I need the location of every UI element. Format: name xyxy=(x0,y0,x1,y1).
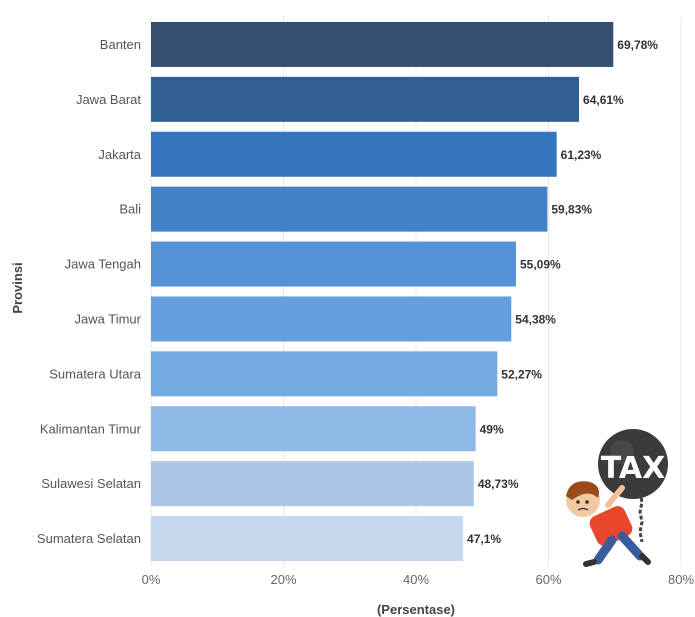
x-tick-label: 0% xyxy=(142,572,161,587)
tax-burden-icon: TAX xyxy=(566,429,668,567)
tax-text: TAX xyxy=(601,451,665,486)
x-tick-label: 20% xyxy=(270,572,296,587)
category-label: Sumatera Utara xyxy=(49,366,142,381)
category-label: Sumatera Selatan xyxy=(37,531,141,546)
value-label: 47,1% xyxy=(467,532,501,546)
bar xyxy=(151,21,614,67)
bar xyxy=(151,516,464,562)
x-tick-label: 40% xyxy=(403,572,429,587)
bar xyxy=(151,296,512,342)
value-label: 52,27% xyxy=(501,367,542,381)
bar xyxy=(151,131,557,177)
bar xyxy=(151,241,516,287)
value-label: 48,73% xyxy=(478,477,519,491)
x-axis-title: (Persentase) xyxy=(377,602,455,617)
category-label: Jakarta xyxy=(98,147,141,162)
value-label: 64,61% xyxy=(583,93,624,107)
bar xyxy=(151,186,548,232)
value-label: 61,23% xyxy=(561,148,602,162)
category-label: Bali xyxy=(119,202,141,217)
value-label: 69,78% xyxy=(617,38,658,52)
bars xyxy=(151,21,614,562)
bar xyxy=(151,406,476,452)
bar xyxy=(151,76,580,122)
value-label: 59,83% xyxy=(551,203,592,217)
value-label: 55,09% xyxy=(520,258,561,272)
value-label: 49% xyxy=(480,422,504,436)
x-tick-label: 60% xyxy=(535,572,561,587)
bar xyxy=(151,461,474,507)
y-axis-title: Provinsi xyxy=(10,262,25,313)
category-labels: Banten Jawa Barat Jakarta Bali Jawa Tengah Ja… xyxy=(37,37,142,546)
value-labels: 69,78% 64,61% 61,23% 59,83% 55,09% 54,38% 52,2… xyxy=(467,38,658,546)
bar xyxy=(151,351,498,397)
category-label: Kalimantan Timur xyxy=(40,421,142,436)
category-label: Jawa Barat xyxy=(76,92,141,107)
category-label: Sulawesi Selatan xyxy=(41,476,141,491)
category-label: Banten xyxy=(100,37,141,52)
category-label: Jawa Tengah xyxy=(65,257,141,272)
category-label: Jawa Timur xyxy=(75,311,142,326)
x-axis-ticks: 0% 20% 40% 60% 80% xyxy=(142,572,695,587)
value-label: 54,38% xyxy=(515,312,556,326)
x-tick-label: 80% xyxy=(668,572,694,587)
